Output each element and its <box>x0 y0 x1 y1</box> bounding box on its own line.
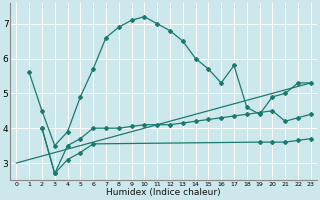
X-axis label: Humidex (Indice chaleur): Humidex (Indice chaleur) <box>106 188 221 197</box>
